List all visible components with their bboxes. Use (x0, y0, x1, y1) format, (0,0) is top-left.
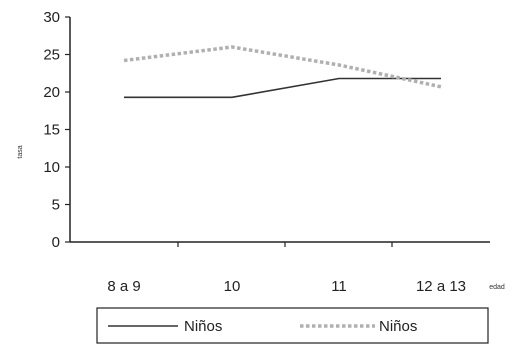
y-tick-label: 0 (52, 234, 60, 251)
y-tick-label: 5 (52, 197, 60, 214)
y-axis-ticks: 0 5 10 15 20 25 30 (43, 9, 70, 251)
series-layer (123, 45, 442, 99)
x-axis-ticks: 8 a 9 10 11 12 a 13 (107, 242, 466, 295)
series-line-2 (123, 45, 442, 89)
y-tick-label: 30 (43, 9, 60, 26)
y-tick-label: 25 (43, 47, 60, 64)
legend-label-series-2: Niños (379, 318, 417, 335)
x-tick-label: 12 a 13 (416, 278, 466, 295)
x-tick-label: 11 (331, 278, 347, 295)
x-tick-label: 10 (224, 278, 241, 295)
series-line-1 (124, 77, 441, 99)
legend-box (96, 307, 489, 344)
y-axis-title: tasa (17, 145, 24, 158)
x-tick-label: 8 a 9 (107, 278, 140, 295)
x-axis-title: edad (489, 284, 505, 291)
legend-label-series-1: Niños (184, 318, 222, 335)
y-tick-label: 20 (43, 84, 60, 101)
legend: Niños Niños (96, 307, 489, 344)
y-tick-label: 15 (43, 122, 60, 139)
y-tick-label: 10 (43, 159, 60, 176)
